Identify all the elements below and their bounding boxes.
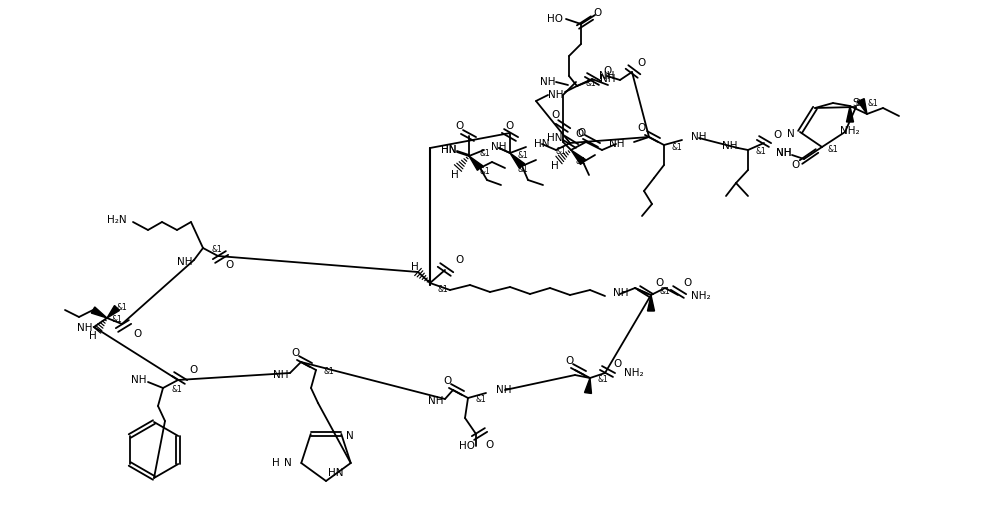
Text: &1: &1 — [854, 98, 865, 108]
Text: H: H — [411, 262, 418, 272]
Text: N: N — [787, 129, 794, 139]
Text: NH: NH — [77, 323, 93, 333]
Polygon shape — [91, 307, 106, 318]
Text: O: O — [443, 376, 451, 386]
Text: &1: &1 — [518, 150, 528, 160]
Text: O: O — [637, 123, 646, 133]
Text: HN: HN — [327, 468, 343, 478]
Text: HN: HN — [441, 145, 457, 155]
Text: &1: &1 — [478, 149, 489, 159]
Text: NH: NH — [722, 141, 737, 151]
Text: HN: HN — [441, 145, 457, 155]
Text: O: O — [612, 359, 620, 369]
Text: NH: NH — [690, 132, 706, 142]
Text: O: O — [791, 160, 800, 170]
Text: O: O — [188, 365, 197, 375]
Text: H: H — [89, 331, 97, 341]
Text: NH₂: NH₂ — [623, 368, 643, 378]
Polygon shape — [857, 98, 866, 114]
Text: NH: NH — [496, 385, 511, 395]
Text: NH: NH — [428, 396, 444, 406]
Text: &1: &1 — [116, 303, 127, 313]
Polygon shape — [510, 153, 524, 168]
Text: O: O — [550, 110, 558, 120]
Text: O: O — [683, 278, 691, 288]
Text: O: O — [484, 440, 493, 450]
Text: NH: NH — [177, 257, 192, 267]
Text: O: O — [564, 356, 573, 366]
Text: O: O — [576, 128, 585, 138]
Text: O: O — [655, 278, 663, 288]
Text: O: O — [133, 329, 141, 339]
Text: H₂N: H₂N — [106, 215, 126, 225]
Text: H: H — [451, 170, 458, 180]
Polygon shape — [584, 378, 591, 393]
Text: HN: HN — [533, 139, 549, 149]
Text: NH: NH — [775, 148, 791, 158]
Text: &1: &1 — [671, 143, 682, 151]
Text: O: O — [637, 58, 646, 68]
Text: NH: NH — [539, 77, 555, 87]
Text: &1: &1 — [586, 79, 597, 89]
Text: N: N — [346, 431, 354, 441]
Text: NH: NH — [273, 370, 289, 380]
Text: &1: &1 — [478, 166, 489, 176]
Text: O: O — [602, 66, 610, 76]
Text: O: O — [575, 129, 584, 139]
Text: H: H — [271, 458, 279, 468]
Text: NH: NH — [131, 375, 147, 385]
Text: NH: NH — [599, 71, 614, 81]
Polygon shape — [846, 106, 853, 122]
Text: N: N — [283, 458, 291, 468]
Text: &1: &1 — [866, 98, 877, 108]
Text: &1: &1 — [518, 165, 528, 175]
Text: &1: &1 — [659, 287, 669, 297]
Text: O: O — [291, 348, 299, 358]
Text: NH: NH — [490, 142, 506, 152]
Text: &1: &1 — [111, 316, 122, 324]
Text: NH: NH — [775, 148, 791, 158]
Text: NH: NH — [547, 90, 563, 100]
Text: &1: &1 — [576, 158, 586, 166]
Text: HO: HO — [546, 14, 562, 24]
Text: &1: &1 — [755, 147, 766, 157]
Text: &1: &1 — [555, 147, 565, 157]
Text: NH: NH — [599, 74, 615, 84]
Text: NH₂: NH₂ — [690, 291, 710, 301]
Text: &1: &1 — [475, 396, 486, 404]
Text: O: O — [594, 8, 601, 18]
Text: HO: HO — [458, 441, 474, 451]
Text: &1: &1 — [598, 375, 608, 385]
Text: &1: &1 — [211, 246, 222, 254]
Text: S: S — [852, 98, 859, 108]
Text: O: O — [455, 255, 462, 265]
Text: &1: &1 — [826, 146, 837, 154]
Text: HN: HN — [546, 133, 562, 143]
Polygon shape — [468, 156, 482, 170]
Text: NH: NH — [609, 139, 624, 149]
Text: O: O — [456, 121, 463, 131]
Text: &1: &1 — [171, 386, 181, 394]
Text: &1: &1 — [323, 368, 334, 376]
Text: H: H — [550, 161, 558, 171]
Text: O: O — [772, 130, 781, 140]
Polygon shape — [106, 305, 119, 318]
Text: NH₂: NH₂ — [839, 126, 859, 136]
Text: NH: NH — [612, 288, 628, 298]
Text: O: O — [226, 260, 234, 270]
Text: O: O — [506, 121, 514, 131]
Text: &1: &1 — [438, 285, 449, 295]
Polygon shape — [571, 150, 585, 164]
Polygon shape — [647, 295, 654, 311]
